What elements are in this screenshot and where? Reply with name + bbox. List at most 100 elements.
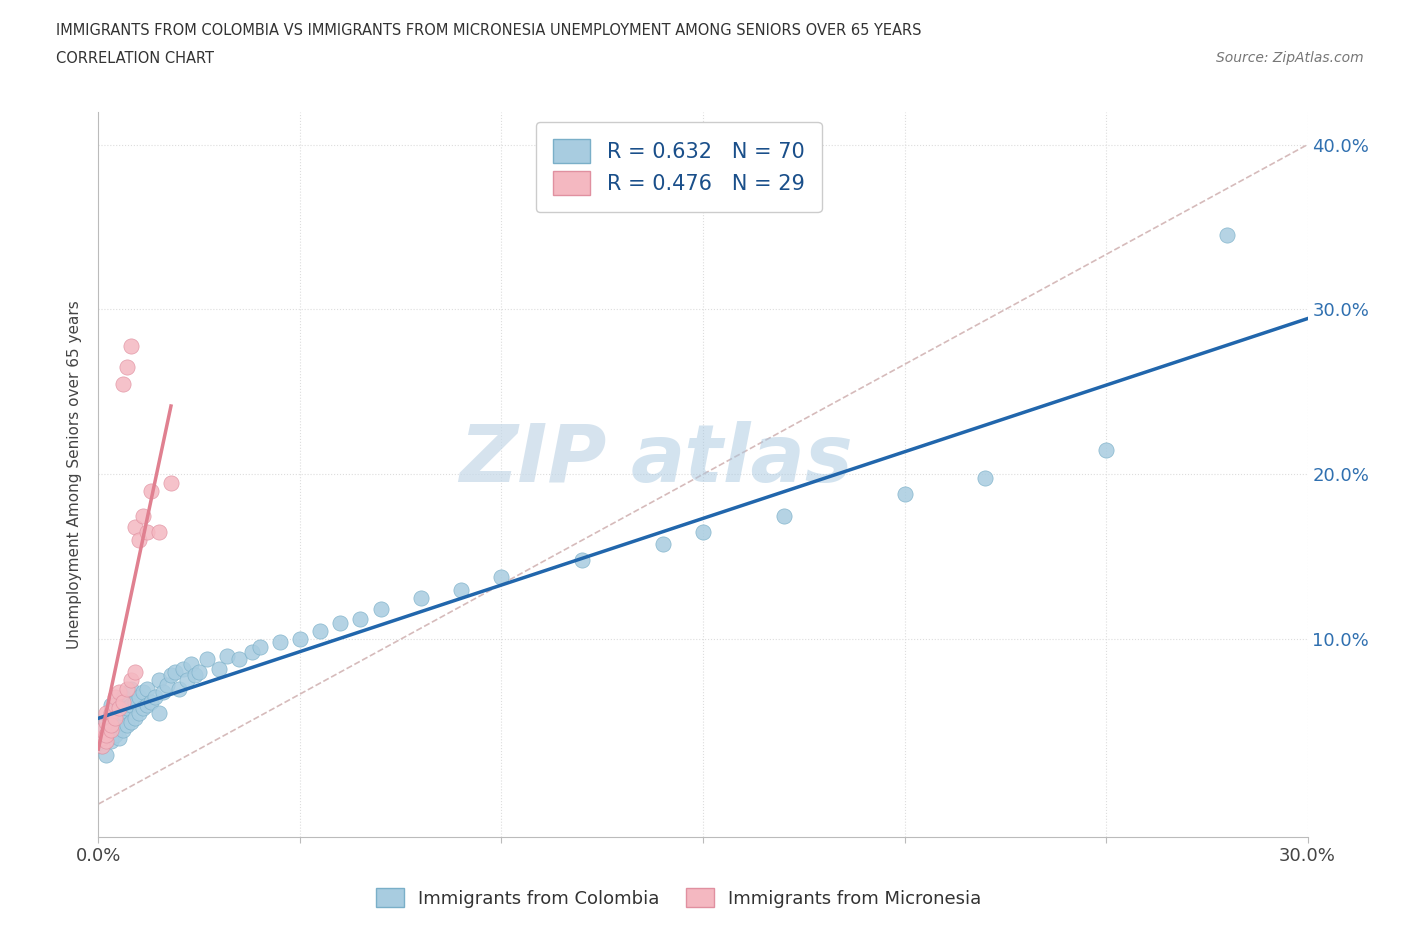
- Point: [195, 652, 218, 667]
- Point: [111, 695, 134, 710]
- Point: [135, 681, 157, 696]
- Point: [160, 475, 183, 490]
- Point: [120, 714, 142, 729]
- Point: [91, 738, 114, 753]
- Point: [240, 644, 263, 659]
- Point: [152, 684, 174, 699]
- Text: IMMIGRANTS FROM COLOMBIA VS IMMIGRANTS FROM MICRONESIA UNEMPLOYMENT AMONG SENIOR: IMMIGRANTS FROM COLOMBIA VS IMMIGRANTS F…: [56, 23, 922, 38]
- Point: [115, 360, 138, 375]
- Point: [571, 552, 593, 567]
- Text: Source: ZipAtlas.com: Source: ZipAtlas.com: [1216, 51, 1364, 65]
- Point: [1216, 228, 1239, 243]
- Point: [91, 731, 114, 746]
- Point: [167, 681, 190, 696]
- Point: [111, 706, 134, 721]
- Point: [208, 661, 231, 676]
- Point: [103, 698, 125, 712]
- Point: [120, 673, 142, 688]
- Point: [120, 698, 142, 712]
- Point: [156, 678, 179, 693]
- Point: [91, 738, 114, 753]
- Point: [772, 508, 794, 523]
- Point: [96, 727, 118, 742]
- Point: [91, 723, 114, 737]
- Point: [163, 665, 186, 680]
- Point: [217, 648, 239, 663]
- Text: atlas: atlas: [630, 420, 853, 498]
- Point: [91, 731, 114, 746]
- Point: [139, 695, 162, 710]
- Point: [100, 706, 122, 721]
- Point: [111, 376, 134, 391]
- Point: [100, 706, 122, 721]
- Point: [124, 695, 146, 710]
- Point: [96, 706, 118, 721]
- Point: [132, 701, 155, 716]
- Point: [128, 689, 150, 704]
- Legend: Immigrants from Colombia, Immigrants from Micronesia: Immigrants from Colombia, Immigrants fro…: [370, 882, 988, 915]
- Point: [103, 711, 125, 725]
- Point: [100, 717, 122, 732]
- Point: [309, 623, 332, 638]
- Point: [124, 520, 146, 535]
- Point: [128, 706, 150, 721]
- Point: [107, 711, 129, 725]
- Point: [692, 525, 714, 539]
- Point: [103, 727, 125, 742]
- Point: [100, 734, 122, 749]
- Point: [893, 486, 915, 501]
- Point: [120, 681, 142, 696]
- Point: [103, 689, 125, 704]
- Point: [135, 525, 157, 539]
- Point: [288, 631, 311, 646]
- Point: [409, 591, 432, 605]
- Point: [172, 661, 194, 676]
- Point: [349, 612, 371, 627]
- Point: [132, 684, 155, 699]
- Point: [96, 734, 118, 749]
- Point: [1095, 442, 1118, 457]
- Point: [96, 747, 118, 762]
- Point: [176, 673, 198, 688]
- Point: [115, 717, 138, 732]
- Point: [329, 616, 352, 631]
- Point: [139, 484, 162, 498]
- Point: [100, 723, 122, 737]
- Point: [96, 714, 118, 729]
- Point: [111, 723, 134, 737]
- Point: [96, 714, 118, 729]
- Point: [103, 706, 125, 721]
- Point: [103, 717, 125, 732]
- Point: [107, 698, 129, 712]
- Point: [111, 689, 134, 704]
- Point: [370, 602, 392, 617]
- Point: [228, 652, 250, 667]
- Point: [184, 668, 207, 683]
- Point: [96, 727, 118, 742]
- Point: [124, 665, 146, 680]
- Text: ZIP: ZIP: [458, 420, 606, 498]
- Point: [128, 533, 150, 548]
- Point: [651, 536, 673, 551]
- Point: [107, 731, 129, 746]
- Point: [180, 657, 202, 671]
- Text: CORRELATION CHART: CORRELATION CHART: [56, 51, 214, 66]
- Point: [148, 673, 170, 688]
- Point: [124, 711, 146, 725]
- Point: [491, 569, 513, 584]
- Point: [160, 668, 183, 683]
- Point: [269, 635, 291, 650]
- Point: [107, 684, 129, 699]
- Point: [100, 698, 122, 712]
- Point: [132, 508, 155, 523]
- Point: [115, 701, 138, 716]
- Point: [188, 665, 211, 680]
- Point: [143, 689, 166, 704]
- Point: [249, 640, 271, 655]
- Point: [135, 698, 157, 712]
- Point: [148, 706, 170, 721]
- Point: [148, 525, 170, 539]
- Point: [91, 723, 114, 737]
- Point: [107, 701, 129, 716]
- Point: [96, 734, 118, 749]
